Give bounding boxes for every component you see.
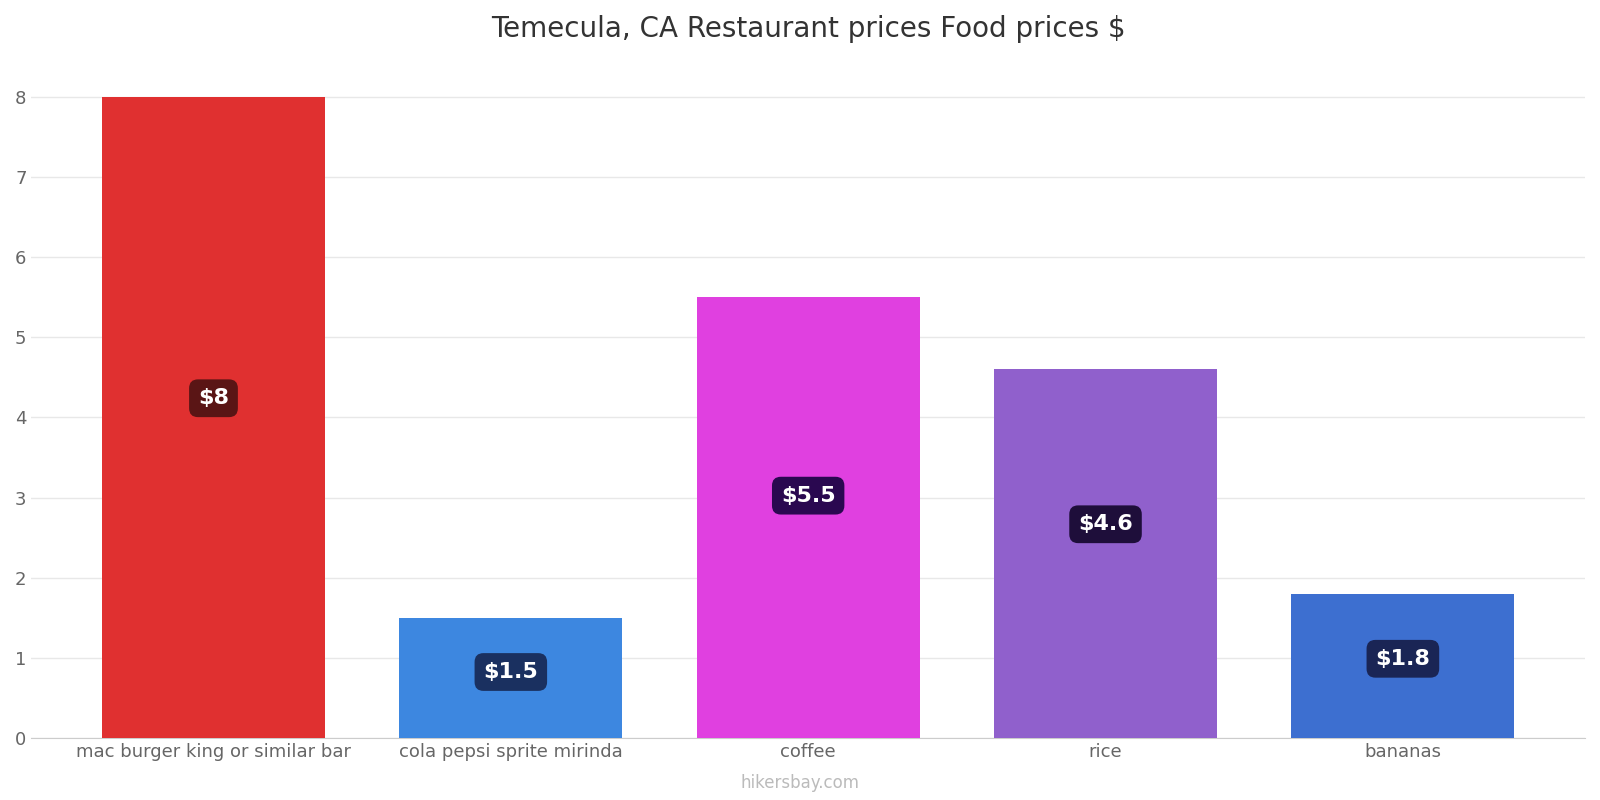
Bar bbox=[102, 97, 325, 738]
Text: hikersbay.com: hikersbay.com bbox=[741, 774, 859, 792]
Bar bbox=[696, 298, 920, 738]
Text: $1.5: $1.5 bbox=[483, 662, 538, 682]
Text: $4.6: $4.6 bbox=[1078, 514, 1133, 534]
Text: $1.8: $1.8 bbox=[1376, 649, 1430, 669]
Text: $5.5: $5.5 bbox=[781, 486, 835, 506]
Bar bbox=[994, 370, 1218, 738]
Bar bbox=[400, 618, 622, 738]
Bar bbox=[1291, 594, 1514, 738]
Title: Temecula, CA Restaurant prices Food prices $: Temecula, CA Restaurant prices Food pric… bbox=[491, 15, 1125, 43]
Text: $8: $8 bbox=[198, 388, 229, 408]
